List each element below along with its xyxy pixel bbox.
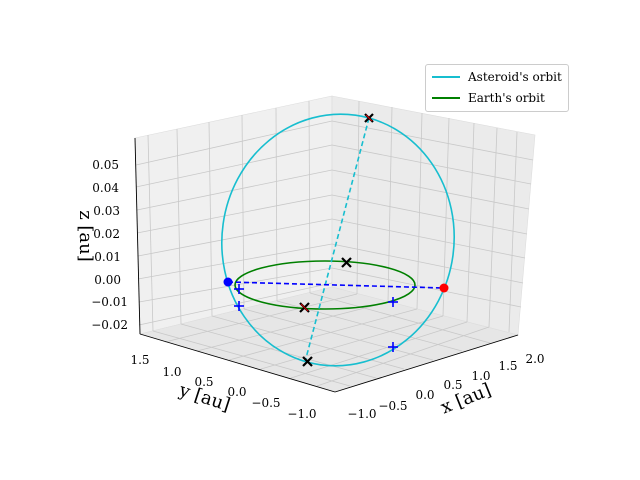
- y-tick-label: 1.0: [162, 365, 181, 379]
- z-tick-label: 0.03: [93, 204, 120, 218]
- x-tick-label: 2.0: [525, 352, 544, 366]
- z-tick-label: 0.02: [93, 227, 120, 241]
- y-tick-label: 1.5: [130, 353, 149, 367]
- z-tick-label: 0.01: [94, 250, 121, 264]
- y-tick-label: −0.5: [251, 396, 280, 410]
- z-tick-labels: 0.05 0.04 0.03 0.02 0.01 0.00 −0.01 −0.0…: [91, 158, 128, 332]
- node-line: [227, 281, 445, 289]
- aphelion-point: [223, 277, 233, 287]
- x-tick-label: 0.0: [415, 388, 434, 402]
- legend-entry-asteroid: Asteroid's orbit: [432, 68, 562, 86]
- legend-entry-earth: Earth's orbit: [432, 89, 545, 107]
- earth-orbit: [234, 260, 416, 310]
- x-tick-label: 1.0: [471, 369, 490, 383]
- x-tick-labels: −1.0 −0.5 0.0 0.5 1.0 1.5 2.0: [347, 352, 544, 421]
- legend-swatch-asteroid: [432, 76, 460, 78]
- x-tick-label: −1.0: [347, 407, 376, 421]
- grid-lines: [135, 100, 534, 387]
- apsides-line: [304, 117, 370, 363]
- x-tick-label: 0.5: [443, 378, 462, 392]
- y-tick-label: 0.0: [227, 385, 246, 399]
- z-tick-label: 0.05: [92, 158, 119, 172]
- perihelion-point: [439, 283, 449, 293]
- asteroid-orbit: [220, 113, 456, 367]
- y-tick-label: 0.5: [194, 375, 213, 389]
- y-tick-labels: 1.5 1.0 0.5 0.0 −0.5 −1.0: [130, 353, 316, 421]
- axis-frame: [134, 137, 519, 393]
- x-tick-label: 1.5: [498, 359, 517, 373]
- y-tick-label: −1.0: [287, 407, 316, 421]
- legend-swatch-earth: [432, 97, 460, 99]
- legend-label: Earth's orbit: [468, 91, 545, 105]
- z-tick-label: 0.04: [92, 181, 119, 195]
- cross-markers: [299, 113, 374, 367]
- plus-markers: [234, 284, 398, 352]
- x-tick-label: −0.5: [378, 399, 407, 413]
- z-tick-label: −0.01: [91, 295, 128, 309]
- z-tick-label: −0.02: [91, 318, 128, 332]
- legend: Asteroid's orbit Earth's orbit: [425, 64, 569, 112]
- z-axis-label: z [au]: [75, 210, 96, 262]
- z-tick-label: 0.00: [94, 273, 121, 287]
- legend-label: Asteroid's orbit: [468, 70, 562, 84]
